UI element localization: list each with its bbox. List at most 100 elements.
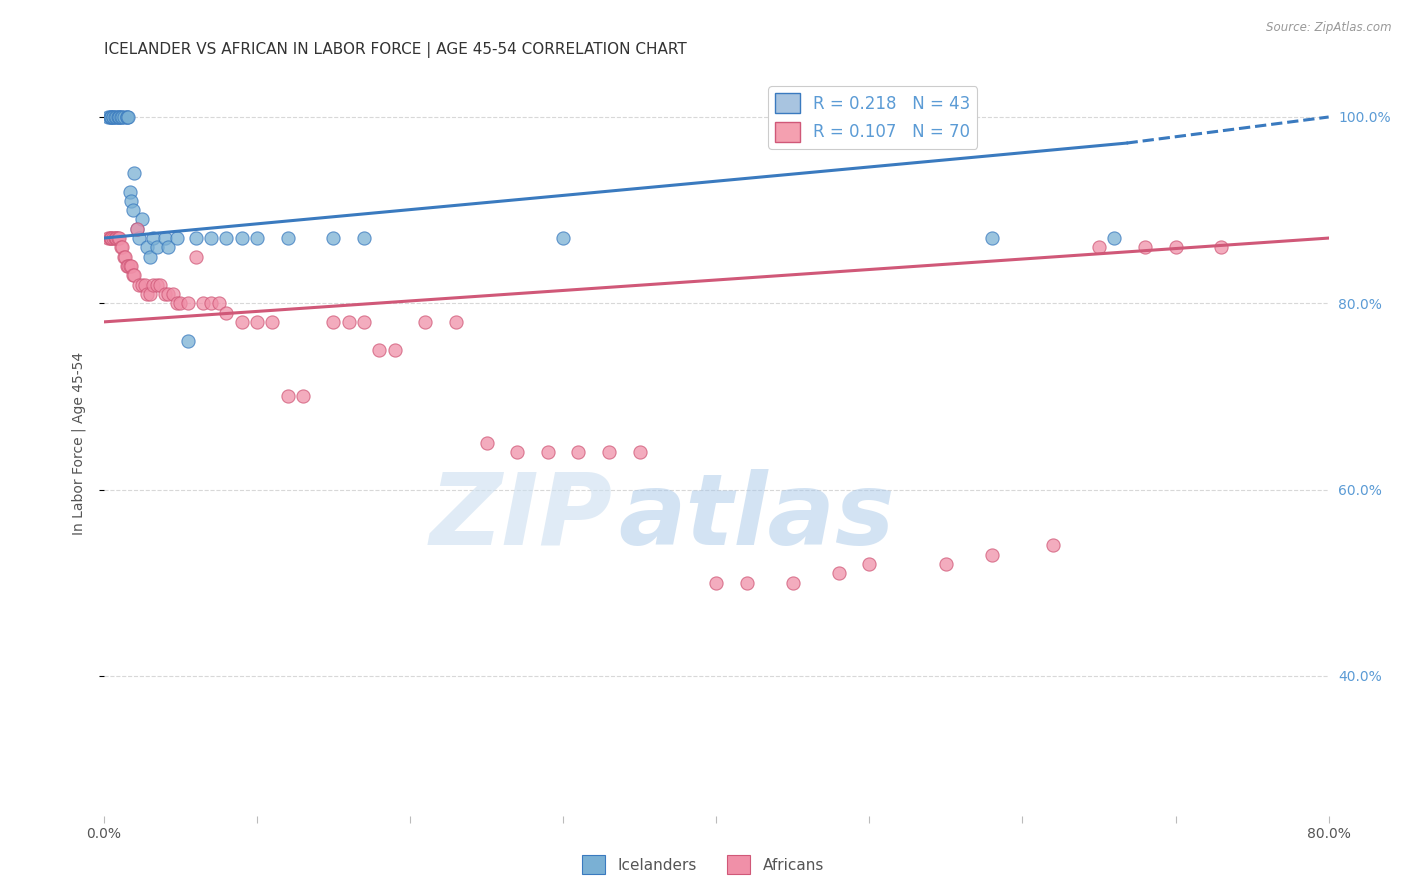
- Point: [157, 287, 180, 301]
- Point: [980, 231, 1002, 245]
- Point: [193, 296, 215, 310]
- Y-axis label: In Labor Force | Age 45-54: In Labor Force | Age 45-54: [72, 351, 86, 534]
- Point: [337, 315, 360, 329]
- Point: [138, 250, 160, 264]
- Point: [184, 231, 207, 245]
- Point: [157, 240, 180, 254]
- Point: [110, 240, 132, 254]
- Point: [124, 166, 146, 180]
- Point: [105, 231, 128, 245]
- Point: [118, 259, 141, 273]
- Text: Source: ZipAtlas.com: Source: ZipAtlas.com: [1267, 21, 1392, 34]
- Point: [127, 221, 149, 235]
- Point: [127, 221, 149, 235]
- Point: [184, 250, 207, 264]
- Point: [111, 240, 134, 254]
- Point: [200, 231, 222, 245]
- Point: [322, 231, 344, 245]
- Point: [120, 194, 142, 208]
- Point: [142, 231, 165, 245]
- Point: [128, 277, 150, 292]
- Point: [101, 231, 124, 245]
- Point: [166, 296, 188, 310]
- Point: [149, 277, 172, 292]
- Point: [231, 231, 253, 245]
- Point: [262, 315, 284, 329]
- Point: [415, 315, 437, 329]
- Point: [142, 277, 165, 292]
- Point: [110, 110, 132, 124]
- Point: [111, 110, 134, 124]
- Point: [153, 231, 176, 245]
- Point: [115, 110, 138, 124]
- Text: ICELANDER VS AFRICAN IN LABOR FORCE | AGE 45-54 CORRELATION CHART: ICELANDER VS AFRICAN IN LABOR FORCE | AG…: [104, 42, 686, 58]
- Point: [782, 575, 804, 590]
- Point: [103, 110, 125, 124]
- Legend: R = 0.218   N = 43, R = 0.107   N = 70: R = 0.218 N = 43, R = 0.107 N = 70: [769, 87, 977, 149]
- Point: [153, 287, 176, 301]
- Point: [108, 110, 131, 124]
- Point: [131, 212, 153, 227]
- Point: [1211, 240, 1233, 254]
- Point: [146, 277, 169, 292]
- Point: [98, 110, 121, 124]
- Point: [135, 240, 157, 254]
- Point: [858, 557, 880, 571]
- Point: [276, 389, 298, 403]
- Point: [1133, 240, 1156, 254]
- Point: [122, 268, 145, 283]
- Point: [444, 315, 467, 329]
- Point: [215, 231, 238, 245]
- Point: [107, 110, 129, 124]
- Point: [475, 436, 498, 450]
- Point: [100, 110, 122, 124]
- Point: [735, 575, 758, 590]
- Point: [101, 110, 124, 124]
- Point: [207, 296, 229, 310]
- Point: [124, 268, 146, 283]
- Point: [169, 296, 191, 310]
- Point: [115, 110, 138, 124]
- Point: [628, 445, 651, 459]
- Point: [105, 231, 128, 245]
- Point: [322, 315, 344, 329]
- Point: [246, 315, 269, 329]
- Point: [117, 110, 139, 124]
- Point: [353, 231, 375, 245]
- Point: [276, 231, 298, 245]
- Point: [100, 231, 122, 245]
- Point: [506, 445, 529, 459]
- Point: [353, 315, 375, 329]
- Point: [128, 231, 150, 245]
- Point: [103, 231, 125, 245]
- Point: [108, 231, 131, 245]
- Point: [101, 110, 124, 124]
- Point: [108, 110, 131, 124]
- Point: [138, 287, 160, 301]
- Point: [122, 203, 145, 218]
- Point: [118, 185, 141, 199]
- Point: [215, 305, 238, 319]
- Point: [117, 259, 139, 273]
- Point: [105, 110, 128, 124]
- Point: [114, 250, 136, 264]
- Point: [120, 259, 142, 273]
- Point: [112, 110, 135, 124]
- Point: [291, 389, 314, 403]
- Point: [980, 548, 1002, 562]
- Point: [135, 287, 157, 301]
- Point: [1042, 538, 1064, 552]
- Point: [131, 277, 153, 292]
- Point: [598, 445, 620, 459]
- Point: [97, 110, 120, 124]
- Point: [177, 334, 200, 348]
- Point: [200, 296, 222, 310]
- Point: [115, 259, 138, 273]
- Text: ZIP: ZIP: [429, 469, 612, 566]
- Point: [166, 231, 188, 245]
- Point: [97, 231, 120, 245]
- Point: [231, 315, 253, 329]
- Point: [537, 445, 560, 459]
- Point: [146, 240, 169, 254]
- Point: [567, 445, 589, 459]
